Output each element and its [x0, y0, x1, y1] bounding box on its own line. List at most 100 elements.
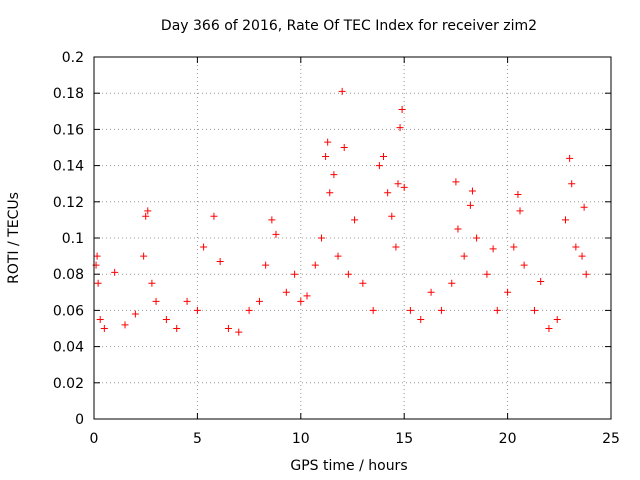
data-point — [406, 306, 414, 314]
data-point — [326, 189, 334, 197]
data-point — [311, 261, 319, 269]
x-axis-label: GPS time / hours — [290, 458, 407, 474]
y-tick-label: 0.18 — [53, 86, 84, 102]
data-point — [255, 297, 263, 305]
y-axis-label: ROTI / TECUs — [6, 192, 22, 284]
data-point — [262, 261, 270, 269]
data-point — [417, 315, 425, 323]
data-point — [553, 315, 561, 323]
data-point — [330, 171, 338, 179]
data-point — [537, 277, 545, 285]
y-tick-label: 0.06 — [53, 303, 84, 319]
data-point — [193, 306, 201, 314]
data-point — [152, 297, 160, 305]
data-point — [530, 306, 538, 314]
data-point — [162, 315, 170, 323]
data-point — [148, 279, 156, 287]
y-tick-label: 0.04 — [53, 340, 84, 356]
axis-ticks: 0 5 10 15 20 25 0 0.02 0.04 0.06 0.08 0.1 0.12 0.14 0.… — [53, 50, 620, 447]
data-point — [100, 325, 108, 332]
y-tick-label: 0.16 — [53, 122, 84, 138]
data-point — [334, 252, 342, 260]
data-point — [272, 230, 280, 238]
data-point — [466, 201, 474, 209]
y-tick-label: 0.08 — [53, 267, 84, 283]
data-point — [93, 252, 101, 260]
data-point — [400, 183, 408, 191]
y-tick-label: 0.02 — [53, 376, 84, 392]
y-tick-label: 0 — [75, 412, 84, 428]
data-point — [454, 225, 462, 233]
data-point — [578, 252, 586, 260]
data-point — [375, 162, 383, 170]
data-point — [144, 207, 152, 215]
data-point — [427, 288, 435, 296]
data-point — [297, 297, 305, 305]
data-point — [245, 306, 253, 314]
data-point — [268, 216, 276, 224]
data-point — [489, 245, 497, 253]
data-point — [392, 243, 400, 251]
data-point — [216, 258, 224, 266]
data-point — [510, 243, 518, 251]
data-point — [173, 325, 181, 332]
data-point — [235, 328, 243, 336]
data-point — [380, 153, 388, 161]
data-point — [282, 288, 290, 296]
data-point — [398, 105, 406, 113]
grid-lines — [94, 57, 611, 419]
data-point — [504, 288, 512, 296]
data-point — [291, 270, 299, 278]
data-point — [224, 325, 232, 332]
data-point — [460, 252, 468, 260]
data-point — [566, 154, 574, 162]
data-point — [396, 124, 404, 132]
data-point — [514, 191, 522, 199]
data-point — [483, 270, 491, 278]
data-point — [545, 325, 553, 332]
data-point — [142, 212, 150, 220]
data-point — [437, 306, 445, 314]
data-point — [96, 315, 104, 323]
data-point — [568, 180, 576, 188]
chart-title: Day 366 of 2016, Rate Of TEC Index for r… — [161, 18, 537, 34]
data-point — [324, 138, 332, 146]
x-tick-label: 10 — [292, 431, 310, 447]
x-tick-label: 5 — [193, 431, 202, 447]
data-point — [317, 234, 325, 242]
data-point — [111, 268, 119, 276]
data-point — [351, 216, 359, 224]
data-point — [452, 178, 460, 186]
data-point — [121, 321, 129, 329]
x-tick-label: 25 — [602, 431, 620, 447]
data-point — [322, 153, 330, 161]
data-point — [572, 243, 580, 251]
data-point — [562, 216, 570, 224]
data-points — [92, 87, 590, 336]
data-point — [359, 279, 367, 287]
data-point — [140, 252, 148, 260]
x-tick-label: 15 — [395, 431, 413, 447]
data-point — [369, 306, 377, 314]
y-tick-label: 0.14 — [53, 159, 84, 175]
x-tick-label: 20 — [499, 431, 517, 447]
data-point — [338, 87, 346, 95]
data-point — [493, 306, 501, 314]
data-point — [200, 243, 208, 251]
data-point — [468, 187, 476, 195]
data-point — [473, 234, 481, 242]
data-point — [516, 207, 524, 215]
data-point — [384, 189, 392, 197]
data-point — [520, 261, 528, 269]
data-point — [582, 270, 590, 278]
data-point — [340, 144, 348, 151]
y-tick-label: 0.12 — [53, 195, 84, 211]
data-point — [183, 297, 191, 305]
y-tick-label: 0.1 — [62, 231, 84, 247]
data-point — [94, 279, 102, 287]
data-point — [344, 270, 352, 278]
data-point — [388, 212, 396, 220]
data-point — [580, 203, 588, 211]
data-point — [210, 212, 218, 220]
